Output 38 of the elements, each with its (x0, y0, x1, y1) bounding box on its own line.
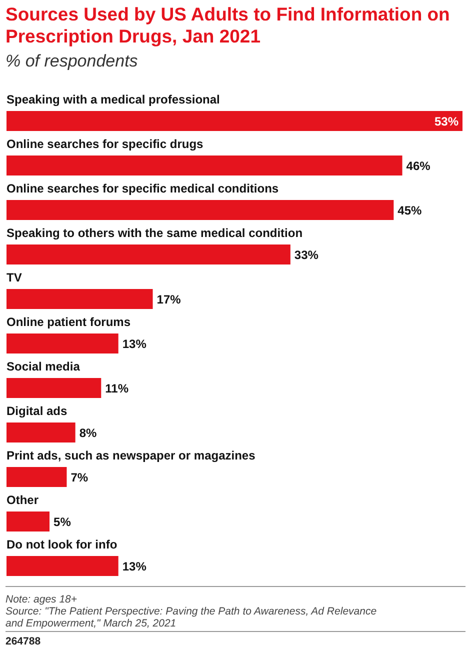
data-label: 7% (70, 470, 88, 484)
bar (6, 422, 76, 442)
bar (6, 512, 50, 532)
source-note: Source: "The Patient Perspective: Paving the Path to Awareness, Ad Relevance and Empowerment," March 25, 2021 (6, 606, 377, 630)
y-tick-label: Online searches for specific medical conditions (6, 182, 279, 196)
bar (6, 111, 462, 131)
data-label: 8% (79, 426, 98, 440)
data-label: 33% (294, 248, 319, 262)
text: 264788 (6, 636, 41, 648)
data-label: 13% (122, 337, 147, 351)
bar (6, 289, 153, 309)
chart-title: Sources Used by US Adults to Find Information on Prescription Drugs, Jan 2021 (6, 4, 450, 46)
y-tick-label: Online patient forums (6, 315, 131, 329)
data-label: 5% (54, 515, 72, 529)
bar (6, 467, 67, 487)
y-tick-label: Online searches for specific drugs (6, 137, 204, 151)
bar (6, 156, 402, 176)
bar (6, 200, 394, 220)
chart-subtitle: % of respondents (6, 52, 138, 70)
y-tick-label: Speaking with a medical professional (6, 92, 220, 106)
y-tick-label: Speaking to others with the same medical condition (6, 226, 303, 240)
bar (6, 334, 118, 354)
y-tick-label: Digital ads (6, 404, 68, 418)
bar (6, 556, 118, 576)
data-label: 45% (398, 204, 422, 218)
text: Note: ages 18+ (6, 594, 78, 606)
y-tick-label: Social media (6, 360, 80, 374)
y-tick-label: Print ads, such as newspaper or magazines (6, 448, 256, 462)
bar (6, 244, 290, 264)
y-tick-label: Other (6, 493, 39, 507)
data-label: 46% (406, 159, 431, 173)
data-label: 11% (105, 382, 129, 396)
y-tick-label: Do not look for info (6, 538, 118, 552)
y-tick-label: TV (6, 270, 22, 284)
data-label: 13% (122, 560, 147, 574)
bar (6, 378, 102, 398)
data-label: 53% (434, 114, 459, 128)
data-label: 17% (156, 292, 182, 306)
